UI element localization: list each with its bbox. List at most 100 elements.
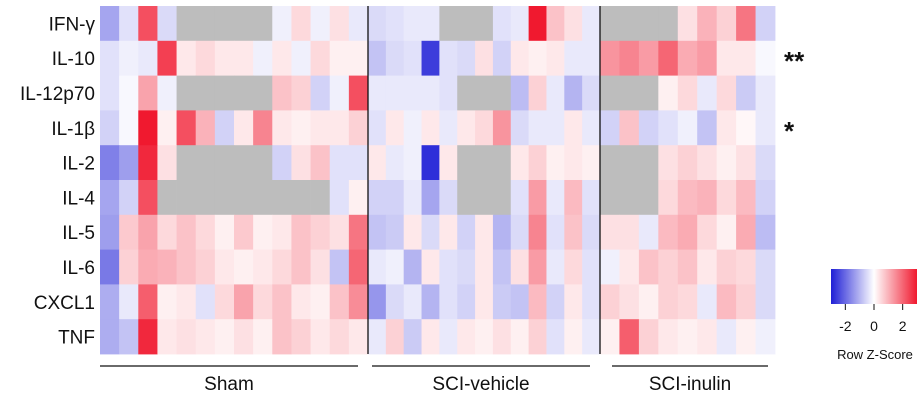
heatmap-cell [176,40,197,76]
heatmap-cell [119,319,139,355]
heatmap-cell [677,110,698,146]
legend-title: Row Z-Score [837,347,913,362]
heatmap-cell [475,6,494,42]
heatmap-cell [716,319,737,355]
heatmap-cell [138,214,158,250]
heatmap-cell [546,249,565,285]
heatmap-cell [697,214,718,250]
heatmap-cell [385,180,405,216]
heatmap-cell [329,75,350,111]
heatmap-cell [716,180,737,216]
heatmap-cell [234,75,254,111]
heatmap-cell [716,284,737,320]
heatmap-cell [677,40,698,76]
heatmap-cell [385,6,405,42]
heatmap-cell [253,40,273,76]
heatmap-cell [677,249,698,285]
heatmap-cell [403,249,422,285]
heatmap-cell [564,40,583,76]
heatmap-cell [546,284,565,320]
heatmap-cell [272,145,292,181]
heatmap-cell [119,110,139,146]
heatmap-cell [755,319,776,355]
heatmap-cell [100,110,120,146]
heatmap-cell [138,6,158,42]
heatmap-cell [697,180,718,216]
heatmap-cell [310,75,331,111]
heatmap-cell [329,6,350,42]
heatmap-cell [421,110,440,146]
heatmap-cell [272,284,292,320]
heatmap-cell [272,6,292,42]
heatmap-cell [638,319,659,355]
heatmap-cell [600,110,620,146]
heatmap-cell [582,40,601,76]
heatmap-cell [492,180,512,216]
heatmap-cell [100,180,120,216]
heatmap-cell [329,110,350,146]
heatmap-cell [716,6,737,42]
heatmap-cell [697,319,718,355]
heatmap-cell [697,249,718,285]
heatmap-cell [510,6,530,42]
heatmap-cell [138,284,158,320]
heatmap-cell [619,180,640,216]
heatmap-cell [195,214,216,250]
heatmap-cell [138,40,158,76]
heatmap-cell [457,180,476,216]
heatmap-cell [546,40,565,76]
heatmap-cell [348,6,369,42]
heatmap-cell [176,319,197,355]
heatmap-cell [348,110,369,146]
heatmap-cell [564,180,583,216]
heatmap-cell [234,6,254,42]
heatmap-cell [755,75,776,111]
heatmap-cell [638,40,659,76]
heatmap-cell [176,6,197,42]
heatmap-cell [736,6,756,42]
heatmap-cell [100,6,120,42]
heatmap-cell [492,145,512,181]
heatmap-cell [510,180,530,216]
heatmap-cell [697,40,718,76]
heatmap-cell [755,180,776,216]
heatmap-cell [272,249,292,285]
heatmap-cell [176,180,197,216]
heatmap-cell [475,40,494,76]
heatmap-cell [439,319,458,355]
heatmap-cell [421,145,440,181]
heatmap-cell [600,284,620,320]
row-label: IL-2 [62,154,95,175]
heatmap-cell [272,214,292,250]
heatmap-cell [475,249,494,285]
heatmap-cell [658,249,679,285]
heatmap-cell [475,110,494,146]
heatmap-cell [528,75,547,111]
heatmap-cell [329,40,350,76]
heatmap-cell [214,145,235,181]
row-label: IL-12p70 [20,84,95,105]
heatmap-cell [368,319,387,355]
heatmap-cell [677,145,698,181]
heatmap-cell [736,319,756,355]
heatmap-cell [457,145,476,181]
heatmap-cell [439,75,458,111]
heatmap-cell [348,180,369,216]
heatmap-cell [272,319,292,355]
heatmap-cell [385,284,405,320]
heatmap-cell [439,249,458,285]
heatmap-cell [475,319,494,355]
heatmap-cell [253,110,273,146]
heatmap-cell [697,110,718,146]
heatmap-cell [385,249,405,285]
heatmap-cell [697,6,718,42]
heatmap-cell [348,214,369,250]
heatmap-cell [755,249,776,285]
heatmap-cell [214,6,235,42]
heatmap-cell [755,145,776,181]
heatmap-cell [253,75,273,111]
heatmap-cell [403,214,422,250]
heatmap-cell [658,75,679,111]
heatmap-cell [157,319,177,355]
heatmap-cell [195,284,216,320]
